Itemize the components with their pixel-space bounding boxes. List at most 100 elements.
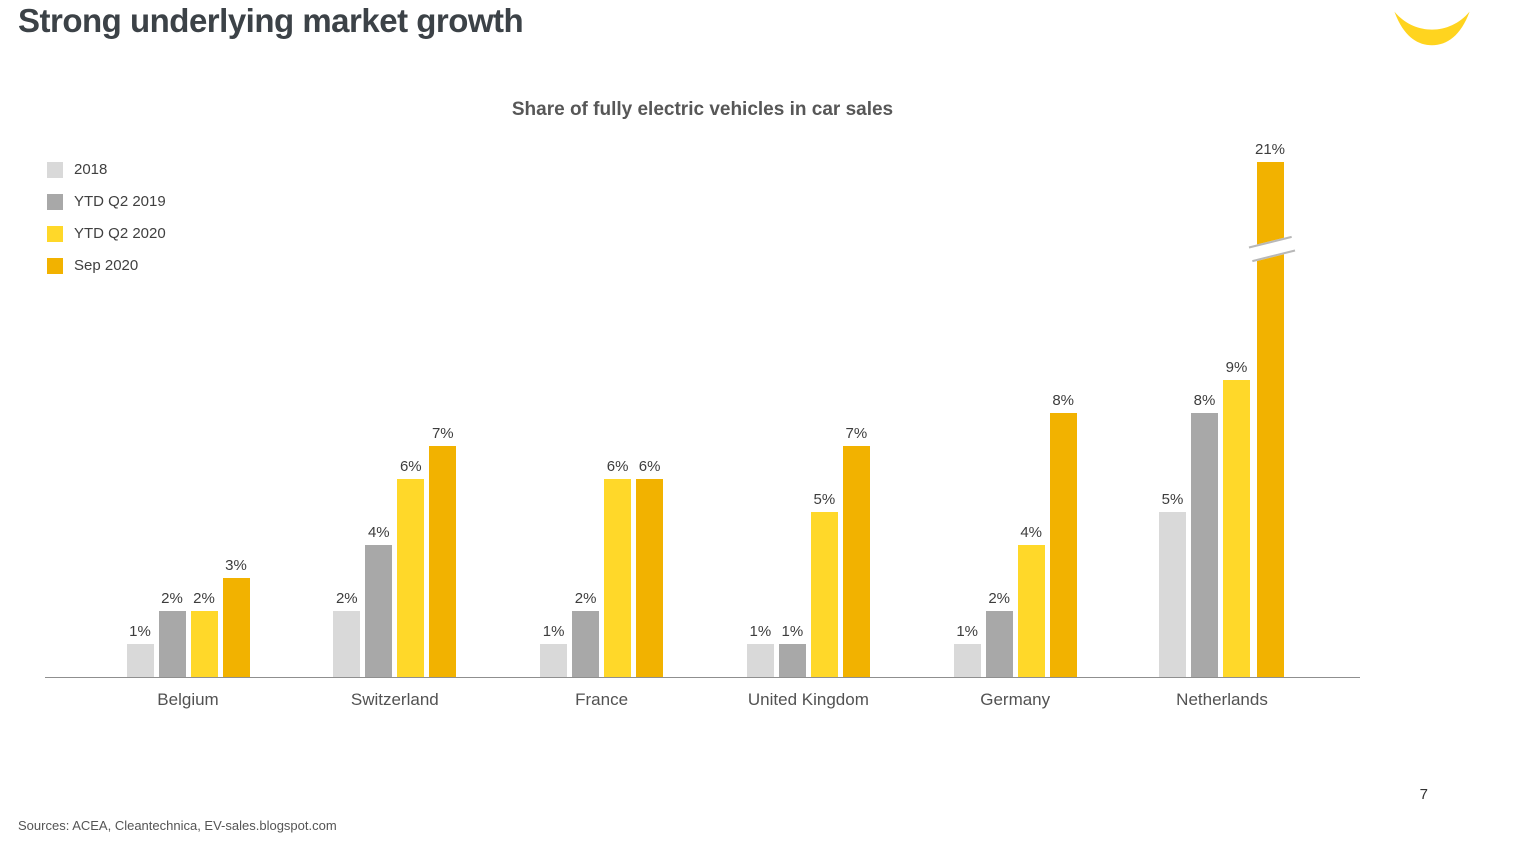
bar-value-label: 5% [813,491,836,508]
bar-value-label: 1% [749,623,772,640]
bar [604,479,632,677]
bar-wrap: 6% [397,94,425,677]
bar-wrap: 1% [540,94,568,677]
bar [540,644,568,677]
chart-title: Share of fully electric vehicles in car … [511,99,894,120]
bar-value-label: 2% [335,590,358,607]
chart-plot: 1% 2% 2% 3% Belgium 2% 4% 6% 7% Switzerland 1% 2% 6%… [45,94,1360,709]
bar [842,446,870,677]
legend-label: YTD Q2 2019 [74,193,166,210]
bar-wrap: 8% [1190,94,1218,677]
bar-wrap: 2% [333,94,361,677]
legend-item: YTD Q2 2019 [47,193,166,210]
bar [1190,413,1218,677]
bar-wrap: 5% [1158,94,1186,677]
chart: Share of fully electric vehicles in car … [45,95,1360,725]
legend-swatch [47,193,63,210]
bar-wrap: 4% [365,94,393,677]
bar [1049,413,1077,677]
bar-value-label: 1% [542,623,565,640]
bar-value-label: 5% [1161,491,1184,508]
bar [636,479,664,677]
bar-wrap: 2% [985,94,1013,677]
bar [333,611,361,677]
bar-value-label: 8% [1052,392,1075,409]
category-label: Switzerland [350,690,439,709]
bar-wrap: 7% [842,94,870,677]
bar-wrap: 2% [158,94,186,677]
legend-label: YTD Q2 2020 [74,225,166,242]
bar-wrap: 1% [126,94,154,677]
bar [746,644,774,677]
bar-value-label: 1% [781,623,804,640]
bar-value-label: 7% [845,425,868,442]
page-number: 7 [1419,786,1428,803]
bar [572,611,600,677]
bar [953,644,981,677]
bar [158,611,186,677]
bar-value-label: 1% [129,623,151,640]
bar-wrap: 3% [222,94,250,677]
bar-value-label: 9% [1225,359,1248,376]
bar-value-label: 2% [161,590,183,607]
bar-value-label: 4% [1020,524,1043,541]
x-axis-line [45,677,1360,678]
bar [365,545,393,677]
bar [397,479,425,677]
chart-legend: 2018 YTD Q2 2019 YTD Q2 2020 Sep 2020 [47,161,166,289]
bar-wrap: 2% [572,94,600,677]
bar-value-label: 8% [1193,392,1216,409]
bar [429,446,457,677]
category-label: United Kingdom [747,690,869,709]
bar-group-belgium: 1% 2% 2% 3% [122,94,254,677]
bar [126,644,154,677]
page-title: Strong underlying market growth [18,2,524,39]
bar-group-germany: 1% 2% 4% 8% [949,94,1081,677]
bar-value-label: 1% [956,623,979,640]
legend-swatch [47,257,63,274]
bar [778,644,806,677]
bar-wrap: 7% [429,94,457,677]
bar [190,611,218,677]
bar-value-label: 6% [399,458,422,475]
legend-item: YTD Q2 2020 [47,225,166,242]
bar [1248,162,1295,677]
bar-value-label: 2% [193,590,215,607]
bar-wrap: 1% [746,94,774,677]
bar-value-label: 4% [367,524,390,541]
bar-group-netherlands: 5% 8% 9% 21% [1156,94,1295,677]
bar [222,578,250,677]
bar-value-label: 21% [1254,141,1286,158]
bar [810,512,838,677]
bar-group-france: 1% 2% 6% 6% [536,94,668,677]
bar-value-label: 3% [225,557,247,574]
chevron-swoosh-icon [1394,11,1470,46]
bar-group-switzerland: 2% 4% 6% 7% [329,94,461,677]
bar-wrap: 9% [1222,94,1250,677]
bar-value-label: 7% [431,425,454,442]
sources-note: Sources: ACEA, Cleantechnica, EV-sales.b… [18,818,337,833]
legend-label: 2018 [74,161,108,178]
brand-logo [1392,8,1472,52]
legend-label: Sep 2020 [74,257,139,274]
category-label: Belgium [157,690,219,709]
bar-wrap: 6% [604,94,632,677]
axis-break-mark [1248,235,1295,263]
bar-wrap: 4% [1017,94,1045,677]
category-label: Netherlands [1176,690,1268,709]
bar-value-label: 6% [606,458,629,475]
bar [1158,512,1186,677]
bar [1017,545,1045,677]
bar-value-label: 6% [638,458,661,475]
bar [985,611,1013,677]
bar-wrap: 6% [636,94,664,677]
bar-wrap: 5% [810,94,838,677]
bar-wrap: 2% [190,94,218,677]
category-label: France [575,690,629,709]
bar-wrap: 1% [778,94,806,677]
legend-item: 2018 [47,161,166,178]
bar-value-label: 2% [988,590,1011,607]
legend-swatch [47,161,63,178]
bar-wrap: 8% [1049,94,1077,677]
